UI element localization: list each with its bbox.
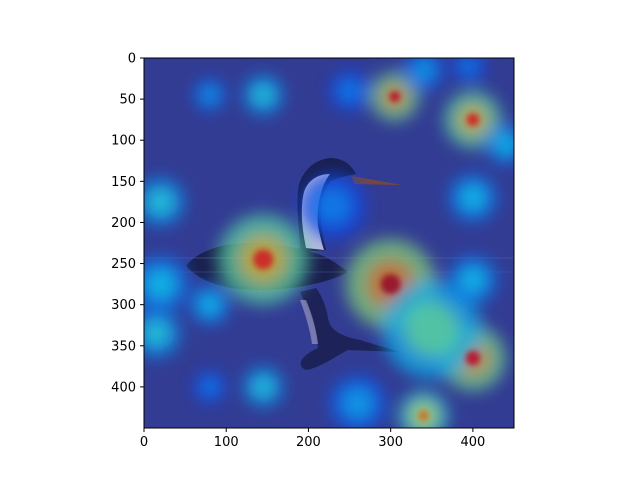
axes-frame [143,57,515,429]
x-tick-label: 400 [460,435,485,450]
plot-area [144,58,514,428]
hotspot-core [418,410,429,422]
hotspot-mid [315,187,352,225]
hotspot-core [389,91,401,103]
hotspot-mid [494,133,514,156]
hotspot-mid [459,266,487,294]
y-tick-label: 150 [111,175,136,190]
overlay-tint [144,58,514,428]
heatmap-cores [253,91,481,422]
hotspot-mid [144,319,170,348]
y-tick-label: 350 [111,339,136,354]
hotspot-mid [144,268,177,300]
y-tick-label: 200 [111,216,136,231]
x-tick-label: 200 [296,435,321,450]
hotspot-mid [341,387,374,420]
hotspot-mid [146,188,175,216]
hotspot-mid [251,375,275,399]
y-tick-label: 250 [111,257,136,272]
hotspot-mid [198,293,222,316]
x-tick-label: 300 [378,435,403,450]
hotspot-core [380,274,401,295]
y-tick-label: 400 [111,380,136,395]
hotspot-core [253,249,274,270]
hotspot-mid [338,79,361,103]
reflection-neck-white [300,300,318,344]
hotspot-mid [404,302,459,357]
hotspot-mid [251,83,275,107]
x-tick-label: 0 [140,435,148,450]
bird-reflection [300,288,400,370]
hotspot-mid [459,58,478,76]
y-tick-label: 50 [119,93,136,108]
y-tick-label: 100 [111,134,136,149]
hotspot-core [465,350,481,366]
hotspot-mid [200,377,219,396]
y-tick-label: 300 [111,298,136,313]
x-axis: 0 100 200 300 400 [140,428,485,450]
hotspot-core [466,113,480,126]
y-tick-label: 0 [128,52,136,67]
hotspot-mid [200,85,219,105]
y-axis: 0 50 100 150 200 250 300 350 400 [111,52,144,395]
x-tick-label: 100 [214,435,239,450]
hotspot-mid [459,184,487,212]
bird-beak [352,176,402,185]
hotspot-mid [412,59,435,82]
